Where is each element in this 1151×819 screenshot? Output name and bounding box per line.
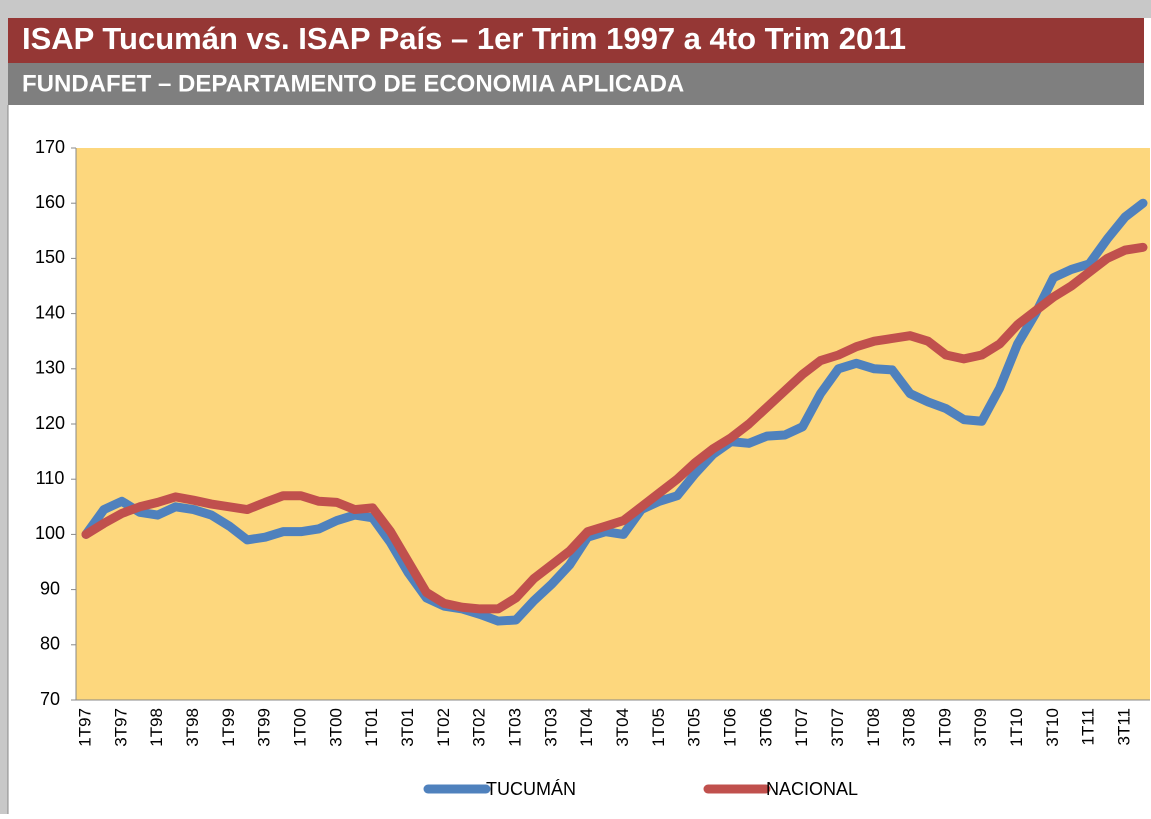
x-tick-label: 1T05 (649, 708, 668, 747)
x-tick-label: 3T07 (828, 708, 847, 747)
series-line (81, 242, 1148, 614)
y-tick-label: 120 (35, 413, 65, 433)
y-tick-label: 150 (35, 247, 65, 267)
x-tick-label: 1T01 (362, 708, 381, 747)
x-tick-label: 1T10 (1007, 708, 1026, 747)
x-tick-label: 1T06 (720, 708, 739, 747)
x-tick-label: 3T10 (1043, 708, 1062, 747)
x-tick-label: 3T99 (255, 708, 274, 747)
subtitle-bar (8, 63, 1144, 105)
x-tick-label: 3T01 (398, 708, 417, 747)
y-tick-label: 80 (40, 634, 60, 654)
x-tick-label: 1T98 (147, 708, 166, 747)
plot-area (76, 148, 1150, 700)
y-tick-label: 130 (35, 358, 65, 378)
x-tick-label: 3T11 (1115, 708, 1134, 746)
x-tick-label: 3T97 (111, 708, 130, 747)
x-tick-label: 1T09 (935, 708, 954, 747)
legend-label: TUCUMÁN (486, 779, 576, 799)
y-tick-label: 110 (36, 468, 65, 488)
y-tick-label: 70 (40, 689, 60, 709)
x-tick-label: 1T11 (1079, 708, 1098, 746)
x-tick-label: 3T02 (470, 708, 489, 747)
chart-subtitle: FUNDAFET – DEPARTAMENTO DE ECONOMIA APLI… (22, 70, 684, 97)
y-tick-label: 160 (35, 192, 65, 212)
chart-title: ISAP Tucumán vs. ISAP País – 1er Trim 19… (22, 21, 906, 56)
x-tick-label: 1T99 (219, 708, 238, 747)
x-tick-label: 3T05 (685, 708, 704, 747)
legend-label: NACIONAL (766, 779, 858, 799)
x-tick-label: 3T00 (326, 708, 345, 747)
left-strip (0, 18, 8, 814)
y-tick-label: 140 (35, 302, 65, 322)
y-tick-label: 90 (40, 578, 60, 598)
x-tick-label: 1T03 (505, 708, 524, 747)
title-bar (8, 18, 1144, 63)
x-tick-label: 3T04 (613, 708, 632, 747)
x-tick-label: 1T07 (792, 708, 811, 747)
x-tick-label: 3T98 (183, 708, 202, 747)
x-tick-label: 1T04 (577, 708, 596, 747)
y-tick-label: 100 (35, 523, 65, 543)
x-tick-label: 1T08 (864, 708, 883, 747)
x-tick-label: 1T97 (75, 708, 94, 747)
top-strip (0, 0, 1151, 18)
y-tick-label: 170 (35, 137, 65, 157)
x-tick-label: 3T06 (756, 708, 775, 747)
series-line (81, 198, 1148, 626)
x-tick-label: 3T08 (900, 708, 919, 747)
x-tick-label: 1T00 (290, 708, 309, 747)
x-tick-label: 3T09 (971, 708, 990, 747)
x-tick-label: 1T02 (434, 708, 453, 747)
x-tick-label: 3T03 (541, 708, 560, 747)
